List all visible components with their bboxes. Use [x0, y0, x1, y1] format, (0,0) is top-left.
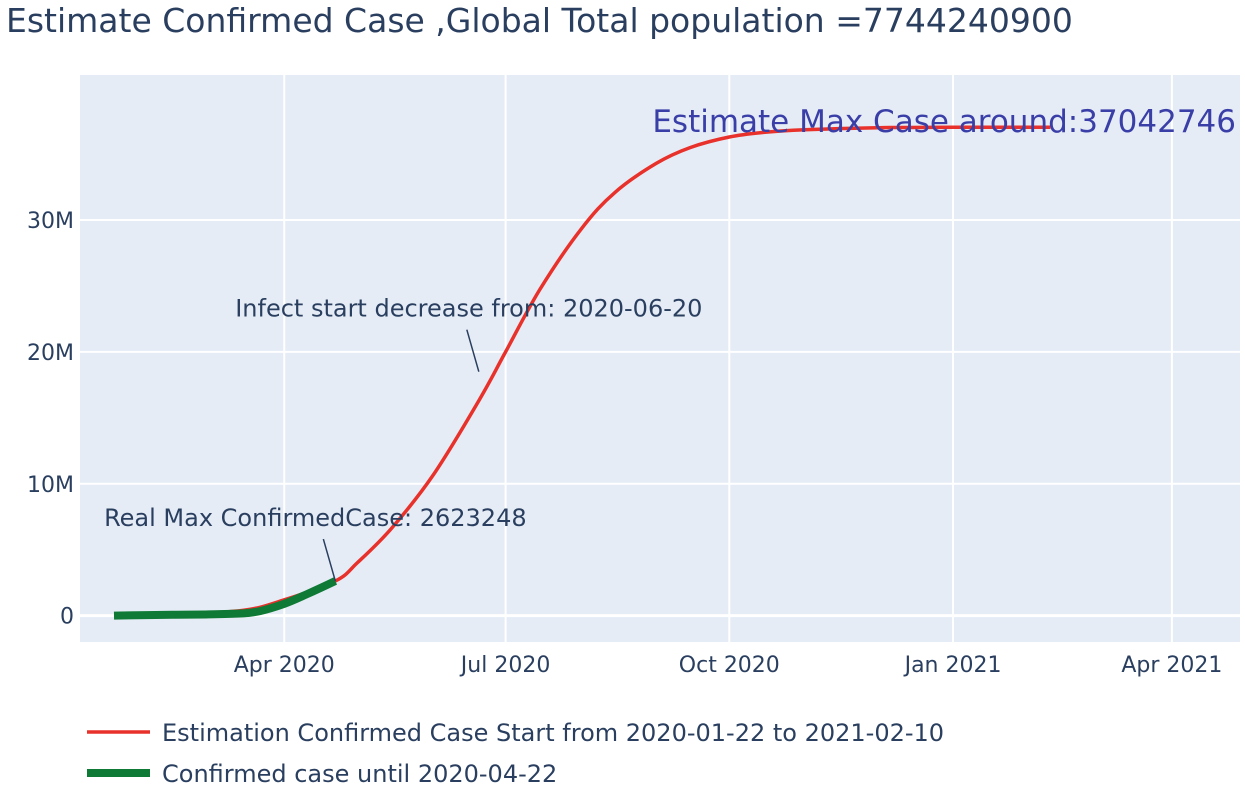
- legend-item-label: Confirmed case until 2020-04-22: [162, 760, 557, 788]
- grid: [80, 75, 1240, 642]
- annotation-decrease: Infect start decrease from: 2020-06-20: [235, 295, 702, 323]
- x-tick-label: Apr 2020: [234, 653, 335, 678]
- x-tick-label: Jan 2021: [903, 653, 1002, 678]
- axis-ticks: Apr 2020 Jul 2020 Oct 2020 Jan 2021 Apr 2021…: [27, 209, 1222, 678]
- y-tick-label: 0: [60, 605, 74, 630]
- series-lines: [113, 125, 1051, 620]
- annotation-arrow: [322, 538, 337, 582]
- y-tick-label: 20M: [27, 341, 74, 366]
- y-tick-label: 30M: [27, 209, 74, 234]
- annotations: Infect start decrease from: 2020-06-20 Re…: [104, 104, 1236, 582]
- x-tick-label: Oct 2020: [679, 653, 780, 678]
- legend: Estimation Confirmed Case Start from 202…: [87, 719, 944, 788]
- annotation-real-max: Real Max ConfirmedCase: 2623248: [104, 504, 527, 532]
- chart-title: Estimate Confirmed Case ,Global Total po…: [6, 1, 1073, 40]
- legend-item-label: Estimation Confirmed Case Start from 202…: [162, 719, 944, 747]
- annotation-estimate-max: Estimate Max Case around:37042746: [652, 104, 1236, 140]
- confirmed-series-line: [113, 577, 338, 620]
- x-tick-label: Jul 2020: [459, 653, 551, 678]
- x-tick-label: Apr 2021: [1121, 653, 1222, 678]
- plot-area: [80, 75, 1240, 642]
- annotation-arrow: [466, 329, 480, 372]
- y-tick-label: 10M: [27, 473, 74, 498]
